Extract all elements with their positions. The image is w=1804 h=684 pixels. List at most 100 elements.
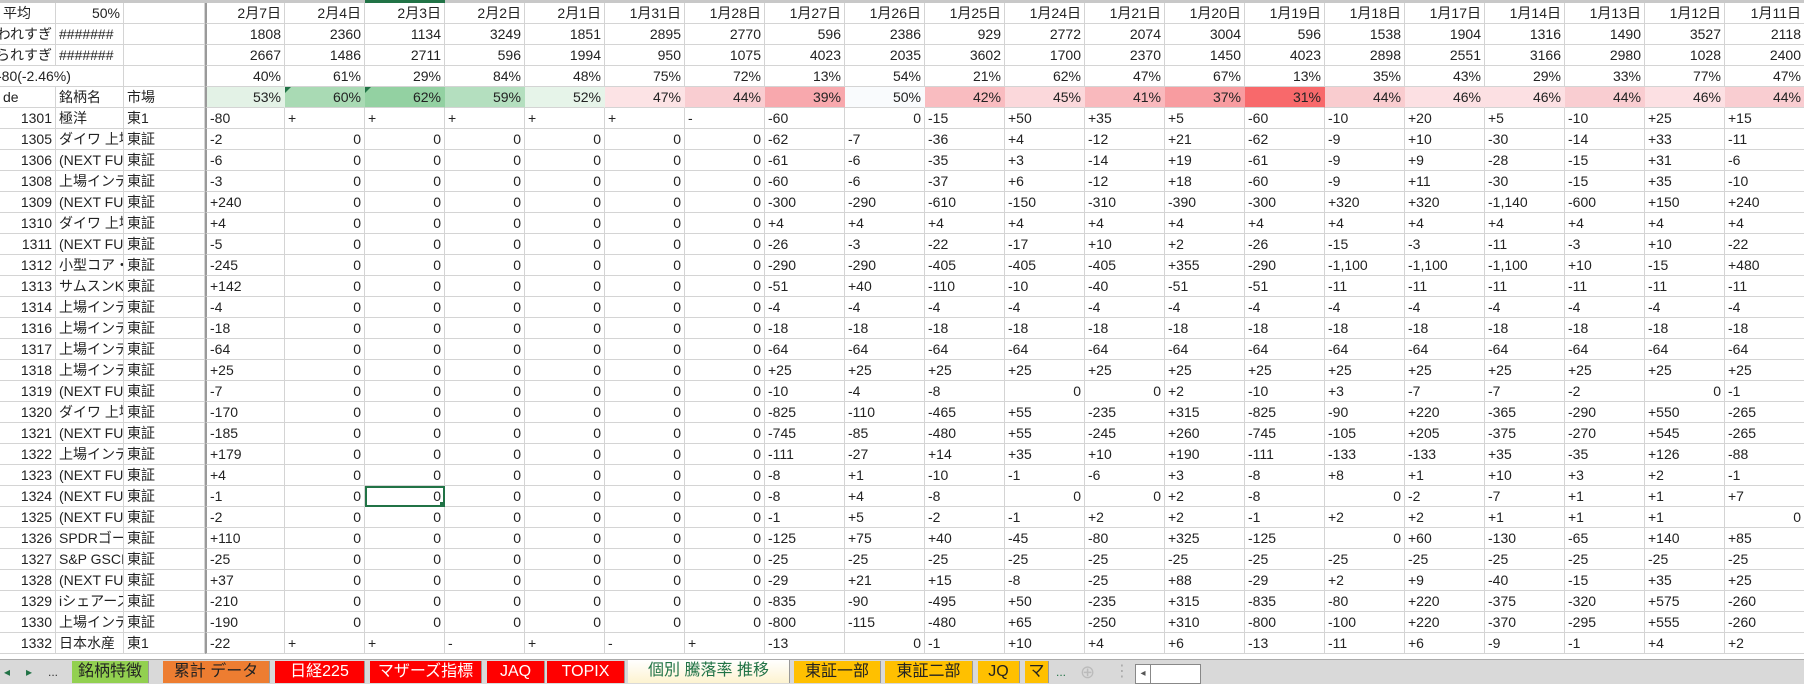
value-cell[interactable]: 0: [285, 507, 365, 528]
value-cell[interactable]: -64: [1485, 339, 1565, 360]
value-cell[interactable]: -235: [1085, 402, 1165, 423]
value-cell[interactable]: 0: [445, 129, 525, 150]
value-cell[interactable]: 0: [445, 150, 525, 171]
value-cell[interactable]: -8: [1245, 465, 1325, 486]
value-cell[interactable]: -370: [1485, 612, 1565, 633]
value-cell[interactable]: +75: [845, 528, 925, 549]
stock-code[interactable]: 1322: [0, 444, 56, 465]
value-cell[interactable]: -290: [845, 192, 925, 213]
date-header[interactable]: 1月20日: [1165, 3, 1245, 24]
value-cell[interactable]: -495: [925, 591, 1005, 612]
value-cell[interactable]: 0: [605, 150, 685, 171]
stock-code[interactable]: 1325: [0, 507, 56, 528]
date-header[interactable]: 1月27日: [765, 3, 845, 24]
value-cell[interactable]: -1: [925, 633, 1005, 654]
value-cell[interactable]: 0: [445, 171, 525, 192]
more-sheets-right-button[interactable]: ...: [1056, 665, 1067, 679]
value-cell[interactable]: -40: [1485, 570, 1565, 591]
value-cell[interactable]: -210: [205, 591, 285, 612]
value-cell[interactable]: +220: [1405, 591, 1485, 612]
ratio-value[interactable]: 29%: [1485, 66, 1565, 87]
stock-code[interactable]: 1313: [0, 276, 56, 297]
value-cell[interactable]: 0: [525, 297, 605, 318]
ratio-value[interactable]: 13%: [1245, 66, 1325, 87]
stock-name[interactable]: (NEXT FUN: [56, 150, 124, 171]
value-cell[interactable]: 0: [445, 570, 525, 591]
add-sheet-icon[interactable]: ⊕: [1080, 662, 1096, 682]
value-cell[interactable]: 0: [685, 465, 765, 486]
stock-code[interactable]: 1310: [0, 213, 56, 234]
ratio-value[interactable]: 47%: [1085, 66, 1165, 87]
value-cell[interactable]: -2: [205, 507, 285, 528]
value-cell[interactable]: +33: [1645, 129, 1725, 150]
stock-name[interactable]: ダイワ 上場: [56, 129, 124, 150]
value-cell[interactable]: -90: [1325, 402, 1405, 423]
market[interactable]: 東1: [124, 633, 205, 654]
value-cell[interactable]: +25: [1005, 360, 1085, 381]
value-cell[interactable]: +: [605, 108, 685, 129]
value-cell[interactable]: +1: [1405, 465, 1485, 486]
prev-sheet-icon[interactable]: ◂: [4, 665, 11, 679]
value-cell[interactable]: -29: [765, 570, 845, 591]
value-cell[interactable]: -105: [1325, 423, 1405, 444]
value-cell[interactable]: -290: [765, 255, 845, 276]
value-cell[interactable]: 0: [525, 276, 605, 297]
value-cell[interactable]: -310: [1085, 192, 1165, 213]
value-cell[interactable]: 0: [605, 486, 685, 507]
rise-rate-value[interactable]: 42%: [925, 87, 1005, 108]
value-cell[interactable]: +37: [205, 570, 285, 591]
value-cell[interactable]: +142: [205, 276, 285, 297]
value-cell[interactable]: +4: [1005, 129, 1085, 150]
value-cell[interactable]: +1: [1485, 507, 1565, 528]
value-cell[interactable]: +315: [1165, 591, 1245, 612]
stock-name[interactable]: 上場インデ: [56, 612, 124, 633]
value-cell[interactable]: 0: [445, 255, 525, 276]
value-cell[interactable]: -290: [1245, 255, 1325, 276]
value-cell[interactable]: +25: [1725, 570, 1804, 591]
ratio-value[interactable]: 47%: [1725, 66, 1804, 87]
overbought-count[interactable]: 2074: [1085, 24, 1165, 45]
overbought-count[interactable]: 1904: [1405, 24, 1485, 45]
sheet-tab[interactable]: 日経225: [275, 661, 365, 683]
overbought-count[interactable]: 1851: [525, 24, 605, 45]
rise-rate-value[interactable]: 31%: [1245, 87, 1325, 108]
value-cell[interactable]: +25: [1645, 360, 1725, 381]
value-cell[interactable]: -11: [1325, 276, 1405, 297]
value-cell[interactable]: -14: [1565, 129, 1645, 150]
value-cell[interactable]: 0: [285, 423, 365, 444]
value-cell[interactable]: 0: [605, 360, 685, 381]
value-cell[interactable]: 0: [605, 255, 685, 276]
value-cell[interactable]: +126: [1645, 444, 1725, 465]
value-cell[interactable]: 0: [605, 213, 685, 234]
date-header[interactable]: 1月13日: [1565, 3, 1645, 24]
rise-rate-value[interactable]: 53%: [205, 87, 285, 108]
value-cell[interactable]: -125: [1245, 528, 1325, 549]
value-cell[interactable]: 0: [685, 318, 765, 339]
oversold-count[interactable]: 3166: [1485, 45, 1565, 66]
rise-rate-value[interactable]: 60%: [285, 87, 365, 108]
value-cell[interactable]: -61: [765, 150, 845, 171]
oversold-count[interactable]: 4023: [765, 45, 845, 66]
stock-name[interactable]: (NEXT FUN: [56, 507, 124, 528]
value-cell[interactable]: 0: [685, 255, 765, 276]
oversold-count[interactable]: 4023: [1245, 45, 1325, 66]
value-cell[interactable]: 0: [685, 297, 765, 318]
value-cell[interactable]: +: [685, 633, 765, 654]
value-cell[interactable]: 0: [685, 549, 765, 570]
date-header[interactable]: 1月24日: [1005, 3, 1085, 24]
date-header[interactable]: 1月21日: [1085, 3, 1165, 24]
value-cell[interactable]: -235: [1085, 591, 1165, 612]
stock-code[interactable]: 1312: [0, 255, 56, 276]
value-cell[interactable]: -15: [1565, 150, 1645, 171]
value-cell[interactable]: -270: [1565, 423, 1645, 444]
value-cell[interactable]: 0: [365, 297, 445, 318]
value-cell[interactable]: -60: [765, 108, 845, 129]
value-cell[interactable]: -64: [1325, 339, 1405, 360]
stock-code[interactable]: 1320: [0, 402, 56, 423]
value-cell[interactable]: -14: [1085, 150, 1165, 171]
value-cell[interactable]: +25: [1245, 360, 1325, 381]
value-cell[interactable]: 0: [285, 276, 365, 297]
stock-code[interactable]: 1323: [0, 465, 56, 486]
value-cell[interactable]: 0: [845, 633, 925, 654]
oversold-value[interactable]: #######: [56, 45, 124, 66]
